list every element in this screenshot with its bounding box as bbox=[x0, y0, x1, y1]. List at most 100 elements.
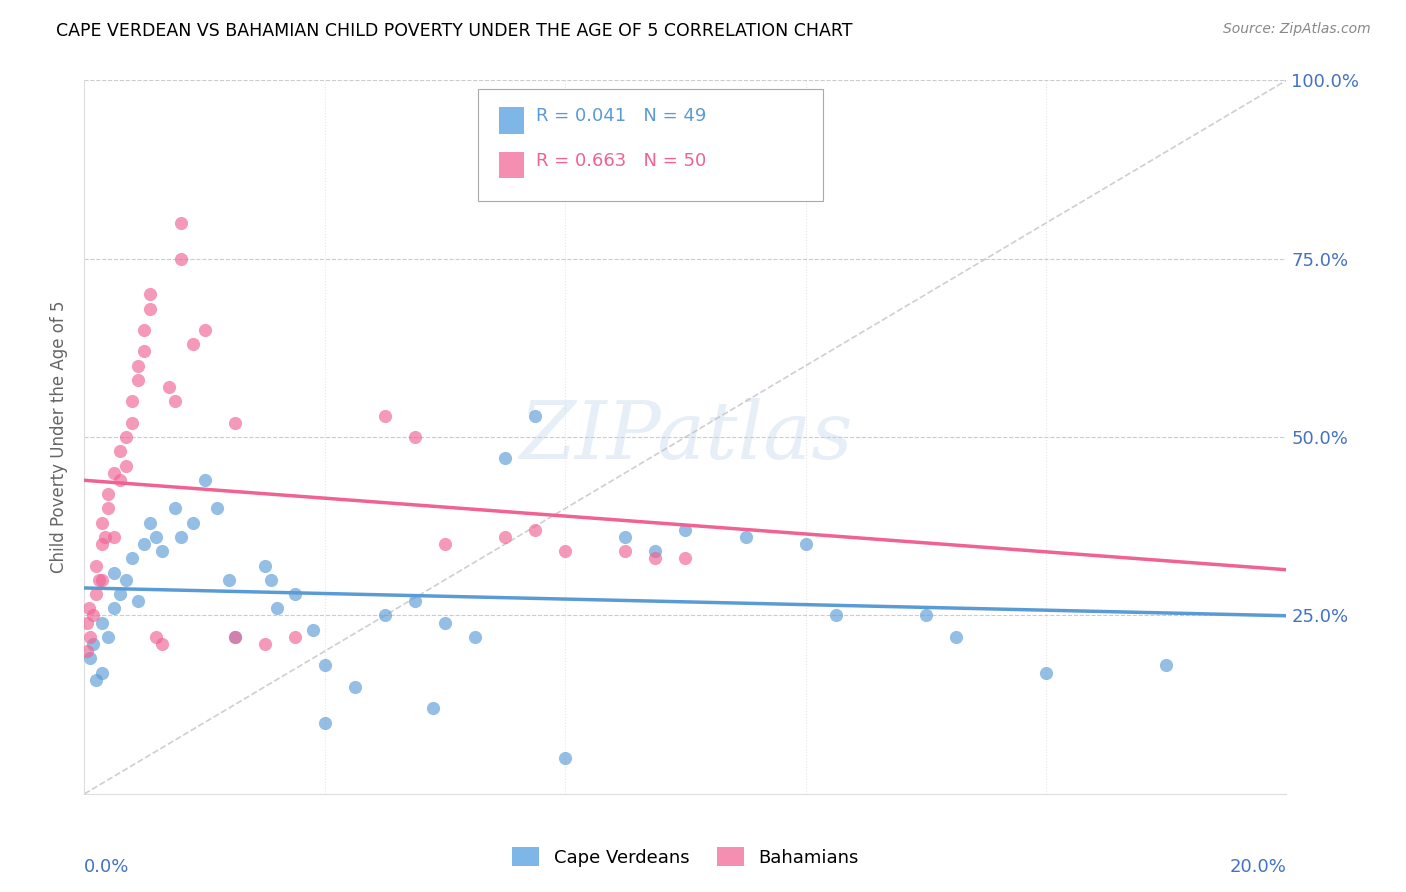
Point bbox=[121, 551, 143, 566]
Point bbox=[76, 644, 98, 658]
Point bbox=[494, 451, 516, 466]
Point bbox=[374, 608, 396, 623]
Point bbox=[157, 380, 180, 394]
Point bbox=[79, 630, 101, 644]
Point bbox=[91, 665, 114, 680]
Text: 0.0%: 0.0% bbox=[84, 858, 129, 876]
Point bbox=[314, 658, 336, 673]
Text: Source: ZipAtlas.com: Source: ZipAtlas.com bbox=[1223, 22, 1371, 37]
Point bbox=[260, 573, 283, 587]
Point bbox=[314, 715, 336, 730]
Point bbox=[301, 623, 323, 637]
Point bbox=[1156, 658, 1178, 673]
Point bbox=[139, 516, 162, 530]
Point bbox=[103, 466, 125, 480]
Point bbox=[97, 630, 120, 644]
Point bbox=[110, 587, 132, 601]
Point bbox=[115, 430, 138, 444]
Point bbox=[1035, 665, 1057, 680]
Point bbox=[110, 473, 132, 487]
Point bbox=[97, 501, 120, 516]
Text: R = 0.663   N = 50: R = 0.663 N = 50 bbox=[536, 152, 706, 169]
Point bbox=[86, 558, 108, 573]
Point bbox=[644, 544, 666, 558]
Point bbox=[121, 416, 143, 430]
Point bbox=[91, 573, 114, 587]
Point bbox=[91, 537, 114, 551]
Point bbox=[152, 544, 174, 558]
Point bbox=[91, 516, 114, 530]
Point bbox=[404, 594, 426, 608]
Point bbox=[824, 608, 846, 623]
Point bbox=[675, 523, 697, 537]
Point bbox=[434, 537, 457, 551]
Point bbox=[127, 594, 149, 608]
Point bbox=[134, 537, 156, 551]
Point bbox=[253, 558, 276, 573]
Point bbox=[169, 216, 191, 230]
Point bbox=[614, 530, 637, 544]
Point bbox=[163, 394, 186, 409]
Point bbox=[91, 615, 114, 630]
Point bbox=[253, 637, 276, 651]
Point bbox=[194, 323, 217, 337]
Point bbox=[169, 252, 191, 266]
Point bbox=[614, 544, 637, 558]
Point bbox=[163, 501, 186, 516]
Point bbox=[343, 680, 366, 694]
Point bbox=[82, 637, 104, 651]
Point bbox=[145, 630, 167, 644]
Point bbox=[127, 359, 149, 373]
Point bbox=[205, 501, 228, 516]
Point bbox=[464, 630, 486, 644]
Point bbox=[77, 601, 100, 615]
Point bbox=[524, 523, 547, 537]
Point bbox=[110, 444, 132, 458]
Point bbox=[945, 630, 967, 644]
Point bbox=[94, 530, 117, 544]
Point bbox=[404, 430, 426, 444]
Point bbox=[734, 530, 756, 544]
Point bbox=[644, 551, 666, 566]
Point bbox=[794, 537, 817, 551]
Point bbox=[266, 601, 288, 615]
Point bbox=[127, 373, 149, 387]
Point bbox=[554, 544, 576, 558]
Point bbox=[169, 530, 191, 544]
Point bbox=[76, 615, 98, 630]
Point bbox=[494, 530, 516, 544]
Point bbox=[121, 394, 143, 409]
Point bbox=[181, 337, 204, 351]
Point bbox=[422, 701, 444, 715]
Y-axis label: Child Poverty Under the Age of 5: Child Poverty Under the Age of 5 bbox=[51, 301, 69, 574]
Point bbox=[224, 630, 246, 644]
Point bbox=[145, 530, 167, 544]
Legend: Cape Verdeans, Bahamians: Cape Verdeans, Bahamians bbox=[505, 840, 866, 874]
Point bbox=[79, 651, 101, 665]
Point bbox=[89, 573, 111, 587]
Text: CAPE VERDEAN VS BAHAMIAN CHILD POVERTY UNDER THE AGE OF 5 CORRELATION CHART: CAPE VERDEAN VS BAHAMIAN CHILD POVERTY U… bbox=[56, 22, 853, 40]
Text: R = 0.041   N = 49: R = 0.041 N = 49 bbox=[536, 107, 706, 125]
Point bbox=[434, 615, 457, 630]
Point bbox=[139, 301, 162, 316]
Point bbox=[224, 416, 246, 430]
Point bbox=[103, 566, 125, 580]
Point bbox=[134, 323, 156, 337]
Point bbox=[103, 601, 125, 615]
Point bbox=[134, 344, 156, 359]
Point bbox=[194, 473, 217, 487]
Point bbox=[284, 630, 307, 644]
Point bbox=[82, 608, 104, 623]
Point bbox=[218, 573, 240, 587]
Point bbox=[86, 673, 108, 687]
Point bbox=[115, 573, 138, 587]
Point bbox=[224, 630, 246, 644]
Point bbox=[374, 409, 396, 423]
Point bbox=[915, 608, 938, 623]
Point bbox=[554, 751, 576, 765]
Point bbox=[181, 516, 204, 530]
Text: 20.0%: 20.0% bbox=[1230, 858, 1286, 876]
Point bbox=[86, 587, 108, 601]
Point bbox=[675, 551, 697, 566]
Point bbox=[152, 637, 174, 651]
